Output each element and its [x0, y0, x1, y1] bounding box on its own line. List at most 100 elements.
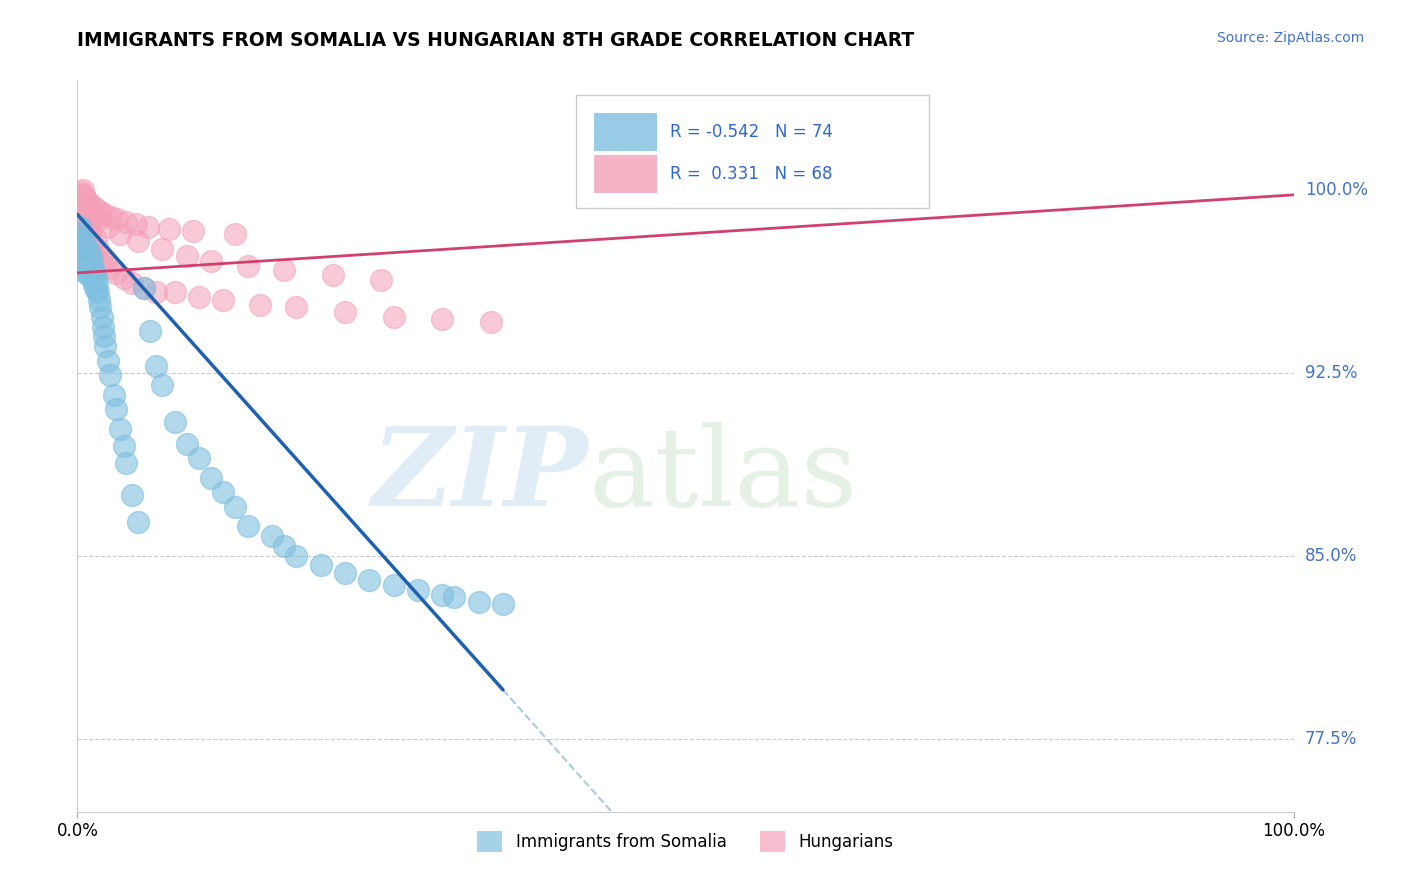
Point — [145, 285, 167, 300]
Point — [82, 273, 104, 287]
Point — [200, 471, 222, 485]
Point — [152, 242, 174, 256]
Point — [163, 415, 186, 429]
Text: Source: ZipAtlas.com: Source: ZipAtlas.com — [1216, 31, 1364, 45]
Point — [224, 227, 246, 241]
Point — [79, 232, 101, 246]
Point — [89, 293, 111, 307]
Point — [163, 285, 186, 300]
Point — [176, 436, 198, 450]
Point — [97, 219, 120, 234]
Point — [188, 451, 211, 466]
Point — [70, 246, 93, 260]
Point — [181, 224, 204, 238]
Point — [83, 278, 105, 293]
Point — [479, 315, 502, 329]
FancyBboxPatch shape — [595, 155, 658, 193]
Point — [69, 219, 91, 234]
Point — [152, 378, 174, 392]
Point — [212, 293, 235, 307]
Point — [382, 310, 405, 324]
Text: 77.5%: 77.5% — [1305, 730, 1357, 747]
Point — [139, 325, 162, 339]
Point — [127, 234, 149, 248]
Point — [467, 595, 489, 609]
FancyBboxPatch shape — [595, 113, 658, 152]
Point — [76, 224, 98, 238]
Point — [333, 305, 356, 319]
Point — [77, 217, 100, 231]
Point — [309, 558, 332, 573]
FancyBboxPatch shape — [576, 95, 929, 209]
Point — [86, 276, 108, 290]
Point — [121, 488, 143, 502]
Point — [76, 197, 98, 211]
Point — [112, 439, 135, 453]
Point — [82, 260, 104, 275]
Point — [70, 227, 93, 241]
Point — [80, 252, 103, 266]
Point — [90, 249, 112, 263]
Point — [322, 268, 344, 283]
Point — [105, 266, 128, 280]
Point — [382, 578, 405, 592]
Point — [79, 268, 101, 283]
Point — [83, 200, 105, 214]
Point — [87, 242, 110, 256]
Point — [492, 598, 515, 612]
Point — [82, 244, 104, 258]
Point — [125, 217, 148, 231]
Point — [121, 276, 143, 290]
Point — [70, 242, 93, 256]
Point — [80, 236, 103, 251]
Point — [176, 249, 198, 263]
Point — [90, 310, 112, 324]
Point — [76, 259, 98, 273]
Point — [75, 212, 97, 227]
Text: atlas: atlas — [588, 422, 858, 529]
Point — [72, 183, 94, 197]
Point — [406, 582, 429, 597]
Point — [89, 300, 111, 314]
Point — [72, 232, 94, 246]
Point — [105, 402, 128, 417]
Point — [200, 253, 222, 268]
Point — [79, 256, 101, 270]
Point — [75, 242, 97, 256]
Point — [188, 290, 211, 304]
Point — [75, 193, 97, 207]
Point — [77, 252, 100, 266]
Point — [70, 186, 93, 200]
Text: ZIP: ZIP — [371, 422, 588, 529]
Point — [75, 266, 97, 280]
Point — [70, 256, 93, 270]
Point — [89, 205, 111, 219]
Point — [249, 297, 271, 311]
Point — [70, 207, 93, 221]
Point — [134, 280, 156, 294]
Point — [127, 515, 149, 529]
Point — [73, 236, 96, 251]
Point — [100, 210, 122, 224]
Point — [69, 200, 91, 214]
Point — [80, 205, 103, 219]
Point — [70, 187, 93, 202]
Point — [430, 588, 453, 602]
Point — [236, 519, 259, 533]
Point — [136, 219, 159, 234]
Point — [86, 202, 108, 217]
Point — [260, 529, 283, 543]
Point — [224, 500, 246, 514]
Point — [79, 244, 101, 258]
Point — [430, 312, 453, 326]
Point — [80, 256, 103, 270]
Point — [72, 190, 94, 204]
Point — [80, 224, 103, 238]
Point — [73, 222, 96, 236]
Text: 85.0%: 85.0% — [1305, 547, 1357, 565]
Point — [443, 590, 465, 604]
Point — [72, 217, 94, 231]
Point — [273, 539, 295, 553]
Point — [84, 232, 107, 246]
Point — [83, 266, 105, 280]
